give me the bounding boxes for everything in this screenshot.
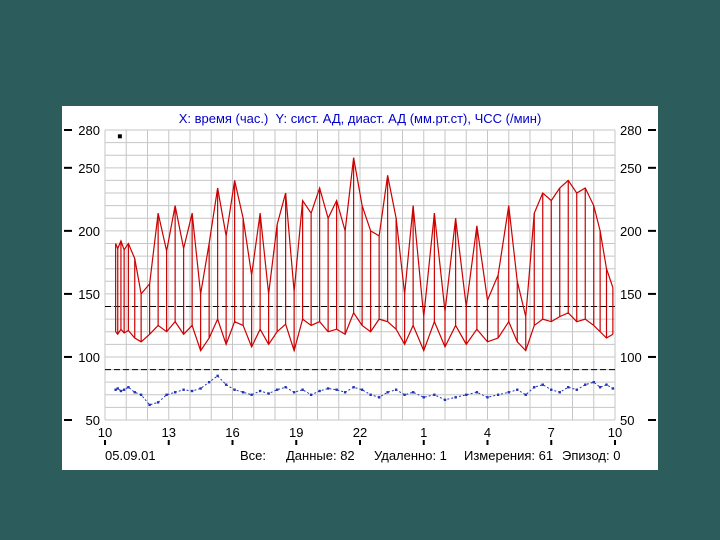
svg-text:200: 200 [620,224,642,239]
svg-text:10: 10 [608,425,622,440]
svg-text:100: 100 [78,350,100,365]
svg-text:16: 16 [225,425,239,440]
svg-text:150: 150 [620,287,642,302]
status-all-label: Все: [240,448,267,463]
svg-text:4: 4 [484,425,491,440]
svg-text:13: 13 [162,425,176,440]
svg-text:7: 7 [548,425,555,440]
status-bar: 05.09.01 Все: Данные: 82 Удаленно: 1 Изм… [62,448,658,468]
svg-text:10: 10 [98,425,112,440]
status-data-count: Данные: 82 [286,448,355,463]
status-date: 05.09.01 [105,448,156,463]
svg-text:150: 150 [78,287,100,302]
svg-text:250: 250 [620,161,642,176]
status-measurements-count: Измерения: 61 [464,448,554,463]
svg-text:200: 200 [78,224,100,239]
svg-text:22: 22 [353,425,367,440]
svg-text:19: 19 [289,425,303,440]
svg-text:50: 50 [620,413,634,428]
svg-text:100: 100 [620,350,642,365]
svg-text:280: 280 [620,123,642,138]
svg-text:250: 250 [78,161,100,176]
svg-text:50: 50 [86,413,100,428]
chart-title: X: время (час.) Y: сист. АД, диаст. АД (… [178,111,542,126]
chart-panel: 280 280 250 250 200 200 150 150 100 100 50 50 10 13 16… [62,106,658,470]
svg-text:280: 280 [78,123,100,138]
svg-text:1: 1 [420,425,427,440]
status-removed-count: Удаленно: 1 [374,448,447,463]
status-episode-count: Эпизод: 0 [562,448,621,463]
